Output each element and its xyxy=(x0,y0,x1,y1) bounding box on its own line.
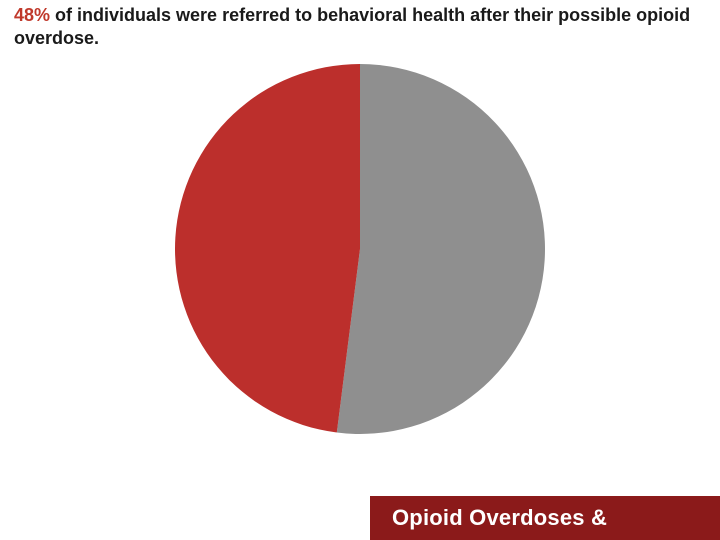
headline: 48% of individuals were referred to beha… xyxy=(14,4,706,51)
pie-chart-container xyxy=(0,64,720,434)
pie-slice-referred xyxy=(175,64,360,433)
pie-chart xyxy=(175,64,545,434)
headline-accent: 48% xyxy=(14,5,50,25)
headline-rest: of individuals were referred to behavior… xyxy=(14,5,690,48)
pie-slice-not_referred xyxy=(337,64,545,434)
footer-title-bar: Opioid Overdoses & xyxy=(370,496,720,540)
